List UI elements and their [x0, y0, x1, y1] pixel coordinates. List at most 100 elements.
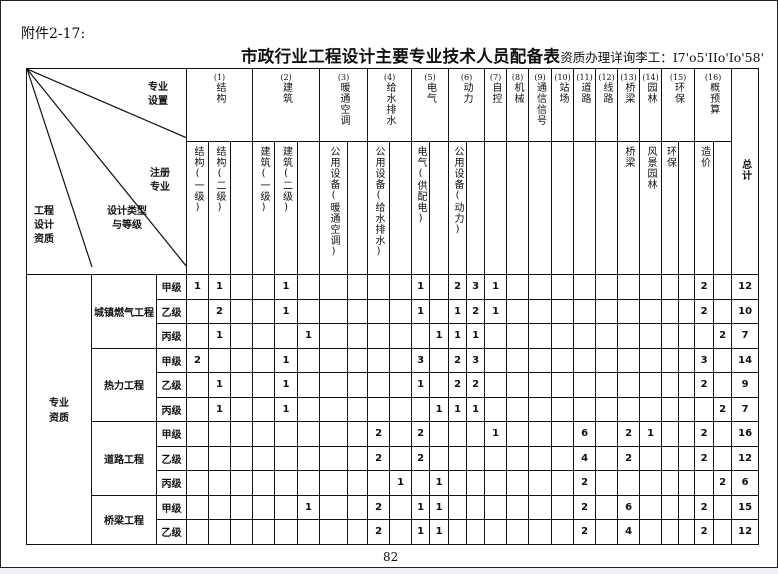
group-number: (6) — [460, 73, 473, 82]
count-cell — [230, 372, 254, 398]
count-cell: 1 — [208, 396, 232, 422]
count-cell — [573, 298, 597, 324]
registered-specialty-header — [484, 141, 508, 275]
count-cell — [551, 323, 575, 349]
count-cell — [506, 519, 530, 545]
count-cell — [208, 519, 232, 545]
count-cell — [506, 470, 530, 496]
title-note: 资质办理详询李工：I7'o5'IIo'Io'58' — [560, 50, 765, 65]
registered-specialty-header: 造价 — [694, 141, 715, 275]
count-cell — [595, 421, 619, 447]
registered-specialty-header — [429, 141, 450, 275]
count-cell — [429, 298, 450, 324]
count-cell — [448, 519, 468, 545]
diagonal-lines — [27, 69, 186, 267]
count-cell — [528, 298, 553, 324]
count-cell: 1 — [484, 274, 508, 300]
table-row: 桥梁工程 甲级 1 2 1 1 2 6 2 15 — [27, 494, 760, 545]
count-cell — [639, 323, 663, 349]
count-cell — [484, 470, 508, 496]
count-cell — [506, 298, 530, 324]
count-cell — [678, 298, 696, 324]
count-cell — [528, 445, 553, 471]
count-cell — [389, 298, 413, 324]
count-cell — [429, 347, 450, 373]
count-cell — [297, 445, 321, 471]
count-cell: 1 — [389, 470, 413, 496]
count-cell — [297, 347, 321, 373]
count-cell: 1 — [274, 274, 299, 300]
count-cell — [389, 519, 413, 545]
count-cell — [252, 421, 276, 447]
count-cell: 4 — [617, 519, 641, 545]
count-cell: 1 — [274, 396, 299, 422]
count-cell — [506, 421, 530, 447]
count-cell — [252, 298, 276, 324]
registered-specialty-header — [466, 141, 486, 275]
count-cell — [186, 470, 210, 496]
count-cell — [319, 519, 349, 545]
count-cell — [429, 421, 450, 447]
grade-cell: 丙级 — [155, 470, 188, 496]
count-cell — [411, 396, 431, 422]
registered-specialty-header: 风景园林 — [639, 141, 663, 275]
count-cell — [528, 421, 553, 447]
count-cell: 1 — [411, 274, 431, 300]
registered-specialty-header: 公用设备(给水排水) — [367, 141, 391, 275]
group-name: 动力 — [461, 82, 473, 104]
registered-specialty-header — [347, 141, 369, 275]
registered-specialty-header — [713, 141, 733, 275]
count-cell — [389, 445, 413, 471]
count-cell — [466, 494, 486, 520]
count-cell — [297, 519, 321, 545]
count-cell: 3 — [466, 274, 486, 300]
count-cell: 1 — [274, 347, 299, 373]
count-cell — [319, 274, 349, 300]
registered-specialty-header — [595, 141, 619, 275]
count-cell — [274, 323, 299, 349]
registered-specialty-name: 造价 — [698, 146, 710, 168]
specialty-group-header: (11) 道路 — [573, 68, 597, 142]
count-cell — [429, 274, 450, 300]
count-cell — [389, 494, 413, 520]
count-cell — [484, 323, 508, 349]
group-number: (14) — [642, 73, 659, 82]
group-number: (2) — [280, 73, 292, 82]
specialty-group-header: (8) 机械 — [506, 68, 530, 142]
registered-specialty-header — [230, 141, 254, 275]
category-name: 热力工程 — [91, 347, 157, 422]
count-cell — [639, 372, 663, 398]
registered-specialty-header: 电气(供配电) — [411, 141, 431, 275]
count-cell: 2 — [617, 445, 641, 471]
count-cell — [528, 470, 553, 496]
grade-cell: 乙级 — [155, 298, 188, 324]
count-cell — [661, 519, 680, 545]
total-cell: 7 — [731, 396, 760, 422]
table-row: 乙级 1 1 1 2 2 2 9 — [27, 372, 760, 398]
count-cell — [713, 274, 733, 300]
count-cell — [551, 421, 575, 447]
total-cell: 12 — [731, 445, 760, 471]
count-cell: 2 — [367, 421, 391, 447]
group-number: (16) — [704, 73, 722, 82]
count-cell — [347, 494, 369, 520]
count-cell: 1 — [297, 494, 321, 520]
count-cell: 3 — [694, 347, 715, 373]
count-cell — [297, 421, 321, 447]
group-name: 建筑 — [280, 82, 292, 104]
count-cell — [448, 421, 468, 447]
group-number: (4) — [383, 73, 396, 82]
count-cell — [694, 470, 715, 496]
count-cell — [506, 494, 530, 520]
count-cell — [230, 421, 254, 447]
group-name: 道路 — [579, 82, 591, 104]
specialty-setting-label: 专业设置 — [148, 82, 168, 107]
count-cell — [573, 323, 597, 349]
count-cell — [528, 519, 553, 545]
count-cell — [429, 372, 450, 398]
count-cell — [639, 347, 663, 373]
count-cell — [617, 274, 641, 300]
count-cell — [595, 274, 619, 300]
count-cell: 1 — [429, 470, 450, 496]
count-cell — [573, 347, 597, 373]
